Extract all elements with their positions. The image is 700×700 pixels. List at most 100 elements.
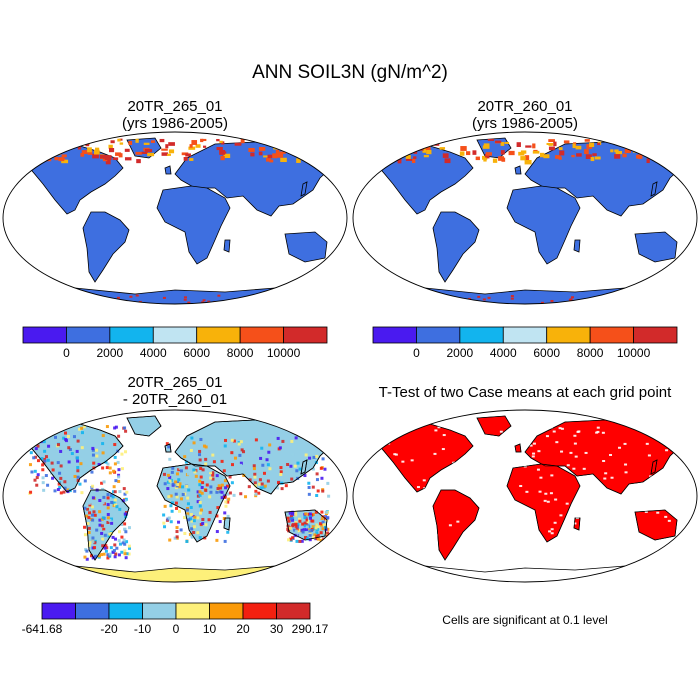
difference-cell (92, 551, 96, 555)
difference-cell (124, 530, 128, 534)
high-value-cell (301, 294, 305, 297)
high-value-cell (293, 141, 298, 147)
non-significant-cell (558, 427, 562, 430)
difference-cell (187, 518, 191, 522)
high-value-cell (584, 149, 589, 154)
difference-cell (315, 534, 319, 538)
high-value-cell (520, 156, 526, 161)
high-value-cell (84, 139, 88, 143)
map-panel-ttest (352, 409, 698, 583)
high-value-cell (129, 295, 133, 298)
high-value-cell (65, 299, 69, 302)
high-value-cell (135, 138, 139, 143)
difference-cell (186, 445, 190, 449)
difference-cell (185, 508, 189, 512)
difference-cell (114, 425, 118, 429)
difference-cell (174, 501, 178, 505)
difference-cell (106, 556, 110, 560)
difference-cell (40, 457, 44, 461)
difference-cell (92, 461, 96, 465)
non-significant-cell (531, 455, 535, 458)
colorbar-label: 10 (203, 622, 217, 636)
colorbar-swatch (242, 602, 277, 620)
difference-cell (117, 473, 121, 477)
high-value-cell (563, 140, 570, 144)
difference-cell (120, 452, 124, 456)
difference-cell (177, 520, 181, 524)
difference-cell (175, 506, 179, 510)
difference-cell (295, 539, 299, 543)
high-value-cell (38, 150, 46, 154)
difference-cell (313, 533, 317, 537)
difference-cell (101, 544, 105, 548)
non-significant-cell (592, 516, 596, 519)
difference-cell (123, 552, 127, 556)
difference-cell (117, 434, 121, 438)
difference-cell (124, 556, 128, 560)
high-value-cell (402, 148, 409, 153)
difference-cell (34, 447, 38, 451)
difference-cell (259, 486, 263, 490)
difference-cell (314, 526, 318, 530)
difference-cell (228, 475, 232, 479)
high-value-cell (280, 157, 287, 163)
difference-cell (68, 448, 72, 452)
high-value-cell (34, 157, 41, 161)
difference-cell (209, 476, 213, 480)
difference-cell (76, 469, 80, 473)
difference-cell (51, 468, 55, 472)
non-significant-cell (488, 473, 492, 476)
high-value-cell (597, 142, 601, 146)
difference-cell (165, 442, 169, 446)
difference-cell (114, 552, 118, 556)
high-value-cell (672, 299, 676, 302)
non-significant-cell (402, 500, 406, 503)
difference-cell (108, 518, 112, 522)
difference-cell (311, 467, 315, 471)
difference-cell (102, 527, 106, 531)
difference-cell (117, 553, 121, 557)
colorbar-swatch (276, 602, 311, 620)
high-value-cell (258, 147, 266, 151)
high-value-cell (42, 147, 47, 153)
high-value-cell (52, 295, 56, 298)
colorbar-swatch (633, 326, 678, 344)
high-value-cell (189, 144, 193, 148)
case2-years: (yrs 1986-2005) (472, 115, 578, 132)
high-value-cell (599, 298, 603, 301)
difference-cell (308, 533, 312, 537)
difference-cell (50, 461, 54, 465)
difference-cell (91, 540, 95, 544)
high-value-cell (39, 299, 43, 302)
panel-title-ttest: T-Test of two Case means at each grid po… (378, 384, 672, 401)
high-value-cell (510, 297, 514, 300)
difference-cell (227, 497, 231, 501)
high-value-cell (250, 299, 254, 302)
difference-cell (108, 471, 112, 475)
difference-cell (166, 473, 170, 477)
non-significant-cell (624, 463, 628, 466)
difference-cell (117, 530, 121, 534)
difference-cell (308, 456, 312, 460)
difference-cell (91, 556, 95, 560)
high-value-cell (388, 149, 394, 154)
difference-cell (167, 445, 171, 449)
difference-cell (107, 534, 111, 538)
high-value-cell (30, 139, 36, 143)
high-value-cell (442, 153, 449, 158)
difference-cell (95, 448, 99, 452)
difference-cell (209, 471, 213, 475)
non-significant-cell (424, 520, 428, 523)
high-value-cell (379, 146, 384, 151)
high-value-cell (268, 298, 272, 301)
land-australia (284, 231, 328, 263)
high-value-cell (439, 147, 446, 150)
high-value-cell (75, 294, 79, 297)
difference-cell (44, 455, 48, 459)
high-value-cell (423, 155, 429, 158)
difference-cell (196, 500, 200, 504)
non-significant-cell (376, 533, 380, 536)
difference-cell (91, 518, 95, 522)
land-layer (3, 415, 347, 582)
non-significant-cell (656, 511, 660, 514)
